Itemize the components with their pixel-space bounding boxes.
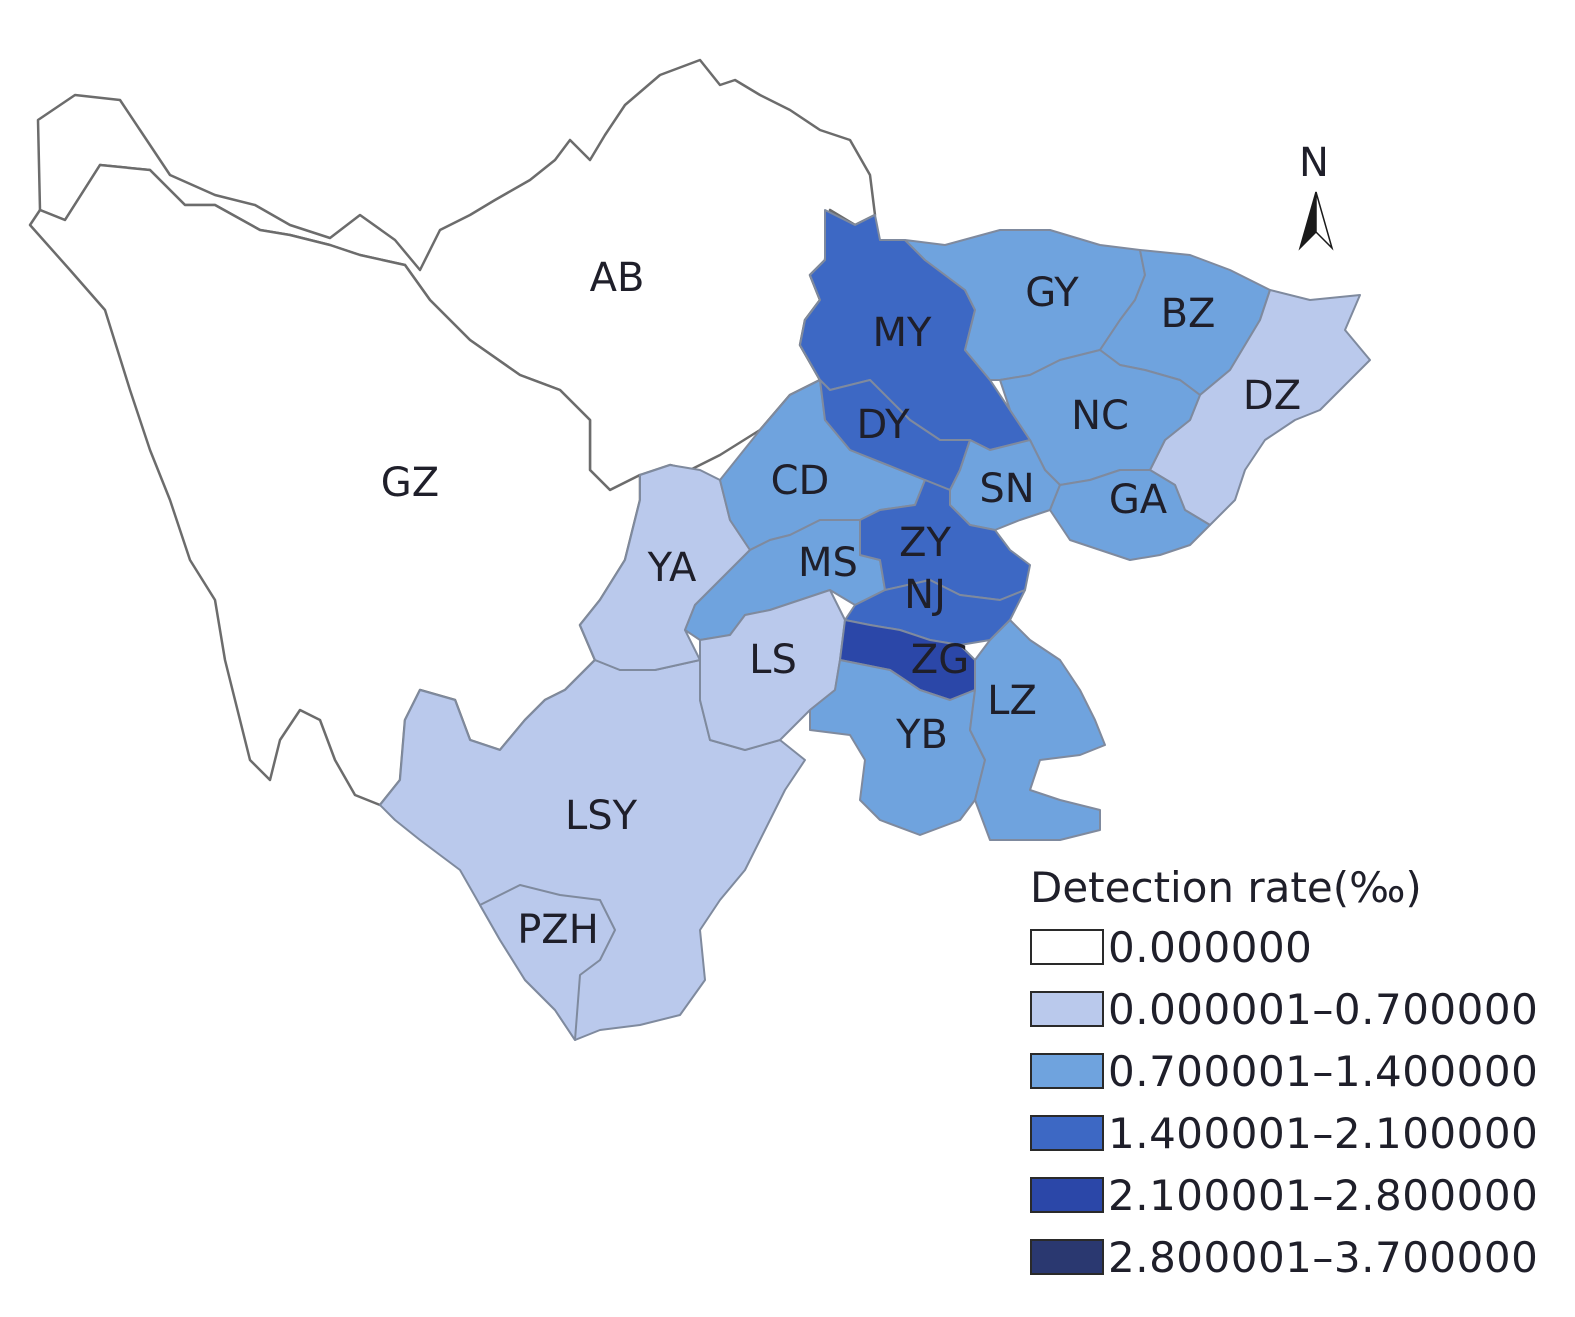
region-pzh [479,884,616,1041]
region-label-ya: YA [647,545,697,591]
legend-swatch [1030,1053,1104,1089]
region-label-nj: NJ [904,572,946,618]
legend-item: 0.700001–1.400000 [1030,1040,1570,1102]
region-label-zy: ZY [899,520,951,566]
region-label-cd: CD [771,458,830,504]
legend-item: 2.100001–2.800000 [1030,1164,1570,1226]
region-label-ga: GA [1109,477,1168,523]
region-labels: AB GZ MY DY GY BZ DZ NC CD SN GA ZY NJ M… [381,255,1301,953]
legend-item: 0.000000 [1030,916,1570,978]
north-arrow: N [1298,140,1334,251]
legend-swatch [1030,1239,1104,1275]
region-label-my: MY [873,310,933,356]
region-label-gz: GZ [381,460,439,506]
legend-label: 2.100001–2.800000 [1108,1170,1539,1220]
legend-item: 2.800001–3.700000 [1030,1226,1570,1288]
region-ya [579,464,751,671]
region-label-zg: ZG [911,637,969,683]
legend-item: 0.000001–0.700000 [1030,978,1570,1040]
legend-swatch [1030,1177,1104,1213]
region-label-ms: MS [798,540,858,586]
north-arrow-icon [1298,191,1334,251]
region-ga [1049,469,1211,561]
legend-label: 0.000001–0.700000 [1108,984,1539,1034]
legend-title: Detection rate(‰) [1030,863,1422,912]
region-label-lz: LZ [987,678,1037,724]
region-label-dz: DZ [1243,373,1301,419]
legend-swatch [1030,1115,1104,1151]
region-label-ls: LS [749,637,797,683]
legend-label: 0.000000 [1108,922,1313,972]
region-label-sn: SN [979,466,1034,512]
region-yb [809,659,986,836]
legend-label: 1.400001–2.100000 [1108,1108,1539,1158]
region-label-bz: BZ [1161,291,1216,337]
legend-label: 2.800001–3.700000 [1108,1232,1539,1282]
regions-layer [28,58,1371,1041]
region-label-pzh: PZH [517,907,599,953]
legend-label: 0.700001–1.400000 [1108,1046,1539,1096]
legend-swatch [1030,991,1104,1027]
legend-item: 1.400001–2.100000 [1030,1102,1570,1164]
region-label-nc: NC [1071,393,1129,439]
region-label-dy: DY [856,402,910,448]
region-label-lsy: LSY [565,793,638,839]
region-label-ab: AB [590,255,645,301]
region-label-yb: YB [895,712,948,758]
legend: Detection rate(‰) 0.000000 0.000001–0.70… [1030,860,1570,1310]
region-zy [859,479,1031,601]
region-label-gy: GY [1025,270,1079,316]
region-dz [1149,289,1371,526]
region-lz [969,619,1106,841]
legend-swatch [1030,929,1104,965]
north-arrow-letter: N [1299,140,1329,186]
